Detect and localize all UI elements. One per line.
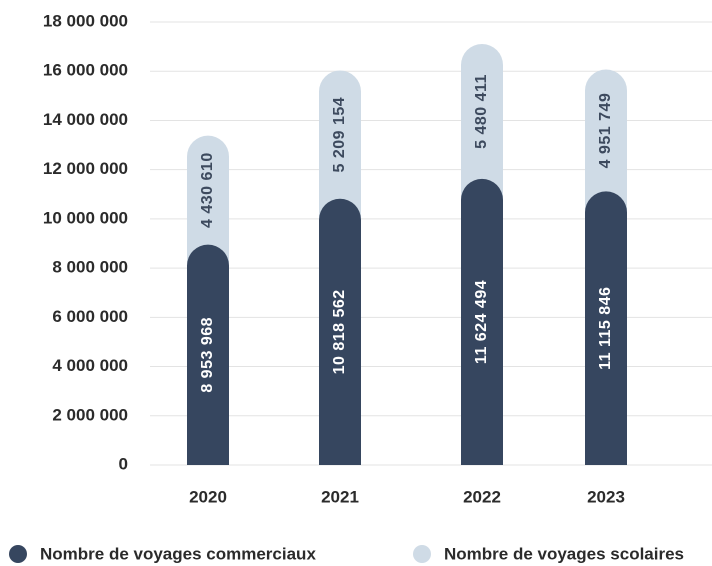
y-tick-label: 4 000 000 — [52, 356, 128, 375]
value-label: 5 209 154 — [331, 97, 348, 173]
y-tick-label: 18 000 000 — [43, 11, 128, 30]
x-tick-label: 2020 — [189, 487, 227, 506]
value-label: 10 818 562 — [331, 289, 348, 374]
value-label: 8 953 968 — [199, 317, 216, 393]
y-tick-label: 12 000 000 — [43, 159, 128, 178]
legend-label: Nombre de voyages commerciaux — [40, 544, 316, 563]
bar-segment — [319, 70, 361, 220]
value-label: 5 480 411 — [473, 74, 490, 149]
value-label: 4 951 749 — [597, 93, 614, 169]
legend-marker — [413, 545, 431, 563]
bar-segment — [319, 198, 361, 466]
bar-segment — [585, 191, 627, 465]
bar-segment — [461, 44, 503, 200]
y-tick-label: 0 — [119, 454, 128, 473]
y-tick-label: 14 000 000 — [43, 110, 128, 129]
x-tick-label: 2023 — [587, 487, 625, 506]
bar-segment — [187, 135, 229, 266]
value-label: 4 430 610 — [199, 152, 216, 228]
y-tick-label: 10 000 000 — [43, 208, 128, 227]
y-tick-label: 6 000 000 — [52, 307, 128, 326]
bar-segment — [585, 69, 627, 213]
y-tick-label: 8 000 000 — [52, 258, 128, 277]
y-tick-label: 16 000 000 — [43, 61, 128, 80]
x-tick-label: 2022 — [463, 487, 501, 506]
value-label: 11 115 846 — [597, 287, 614, 370]
legend-label: Nombre de voyages scolaires — [444, 544, 684, 563]
bar-segment — [461, 178, 503, 466]
value-label: 11 624 494 — [473, 280, 490, 364]
y-tick-label: 2 000 000 — [52, 405, 128, 424]
bar-segment — [187, 244, 229, 465]
x-tick-label: 2021 — [321, 487, 359, 506]
legend-marker — [9, 545, 27, 563]
